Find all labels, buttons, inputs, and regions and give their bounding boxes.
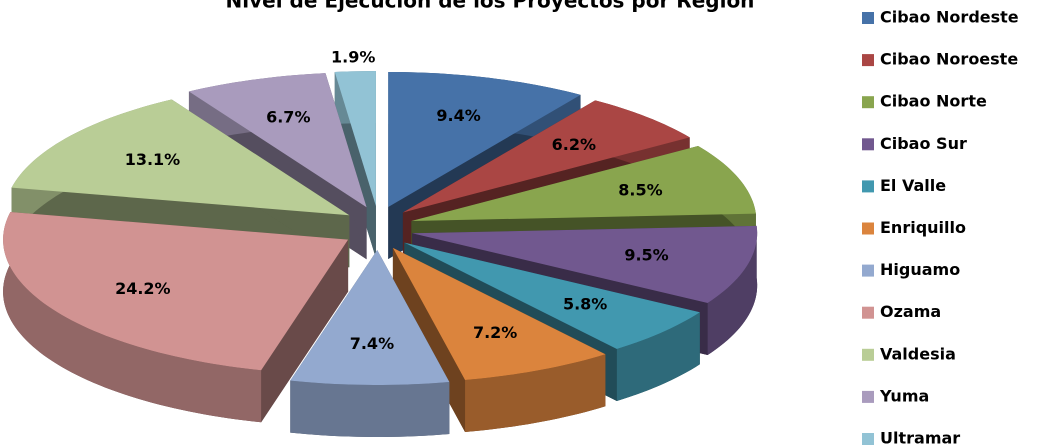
legend-label: Yuma bbox=[879, 386, 929, 405]
data-label: 24.2% bbox=[115, 279, 171, 298]
slice bbox=[402, 100, 690, 213]
legend-swatch bbox=[862, 306, 874, 319]
legend-swatch bbox=[862, 138, 874, 151]
legend-swatch bbox=[862, 390, 874, 403]
slice bbox=[412, 225, 758, 304]
legend-swatch bbox=[862, 180, 874, 193]
data-label: 7.2% bbox=[473, 323, 517, 342]
slice-side bbox=[290, 380, 450, 437]
data-label: 1.9% bbox=[331, 47, 375, 66]
legend-label: Cibao Noroeste bbox=[880, 50, 1018, 69]
data-label: 9.4% bbox=[436, 106, 480, 125]
slice-side bbox=[707, 225, 758, 356]
legend-label: Ultramar bbox=[880, 429, 960, 445]
slice bbox=[334, 71, 376, 207]
data-label: 8.5% bbox=[618, 181, 662, 200]
legend-label: El Valle bbox=[880, 176, 946, 195]
legend-swatch bbox=[862, 222, 874, 235]
data-label: 5.8% bbox=[563, 295, 607, 314]
legend-swatch bbox=[862, 264, 874, 277]
legend-label: Cibao Nordeste bbox=[880, 8, 1019, 27]
slice bbox=[388, 71, 581, 207]
legend-label: Enriquillo bbox=[880, 218, 966, 237]
legend-label: Higuamo bbox=[880, 260, 960, 279]
legend-label: Cibao Sur bbox=[880, 134, 967, 153]
legend-swatch bbox=[862, 96, 874, 109]
slice bbox=[3, 211, 349, 371]
slice bbox=[290, 249, 450, 385]
slice-side bbox=[616, 312, 700, 401]
slice bbox=[11, 99, 350, 216]
data-label: 6.7% bbox=[266, 107, 310, 126]
slice-side bbox=[465, 354, 606, 432]
legend-swatch bbox=[862, 12, 874, 24]
slice-side bbox=[3, 211, 262, 423]
slice bbox=[404, 242, 700, 349]
data-label: 7.4% bbox=[350, 334, 394, 353]
data-label: 6.2% bbox=[552, 135, 596, 154]
slice bbox=[392, 247, 606, 380]
legend-label: Ozama bbox=[880, 302, 941, 321]
chart-title: Nivel de Ejecución de los Proyectos por … bbox=[226, 0, 755, 13]
slice bbox=[411, 145, 756, 222]
slice bbox=[188, 73, 367, 208]
legend-label: Valdesia bbox=[880, 344, 956, 363]
data-label: 9.5% bbox=[624, 246, 668, 265]
legend-swatch bbox=[862, 54, 874, 67]
legend-swatch bbox=[862, 433, 874, 445]
legend-label: Cibao Norte bbox=[880, 92, 987, 111]
legend-swatch bbox=[862, 348, 874, 361]
data-label: 13.1% bbox=[125, 150, 181, 169]
